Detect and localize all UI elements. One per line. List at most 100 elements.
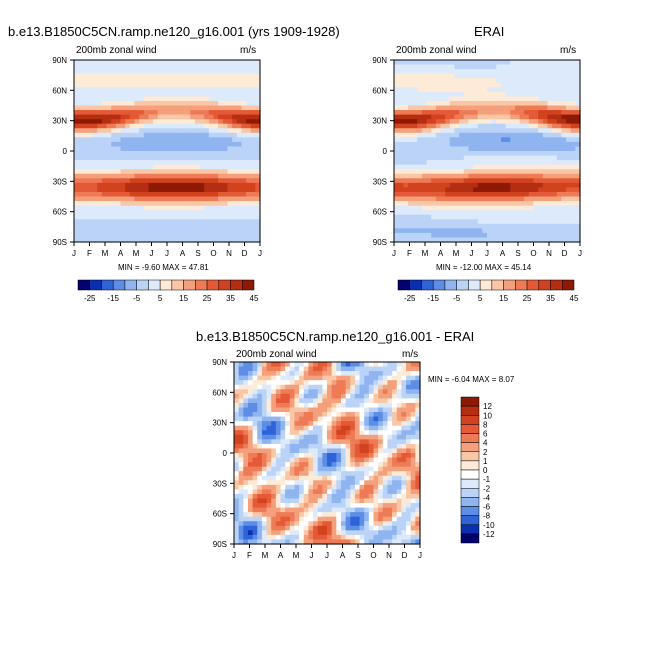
panel2-cell	[514, 187, 521, 193]
panel1-ytick-label: 60S	[53, 208, 67, 217]
panel3-cell	[401, 530, 407, 536]
panel1-cell	[208, 232, 215, 239]
panel2-cell	[459, 96, 465, 102]
panel1-cell	[74, 110, 80, 116]
panel2-cell	[556, 132, 562, 138]
panel2-cell	[468, 123, 474, 129]
panel1-cell	[232, 128, 238, 134]
panel3-cell	[299, 530, 305, 536]
panel3-cell	[327, 448, 333, 454]
panel3-cell	[340, 398, 347, 404]
panel1-cell	[167, 178, 173, 184]
panel2-cell	[533, 146, 539, 152]
panel3-cell	[336, 462, 342, 468]
panel1-cell	[111, 105, 117, 111]
panel1-cell	[232, 219, 238, 225]
panel3-cell	[266, 534, 272, 541]
panel1-cell	[115, 160, 122, 166]
panel3-cell	[401, 466, 407, 472]
panel3-cell	[336, 516, 342, 522]
panel3-cell	[257, 393, 263, 399]
panel1-cell	[139, 219, 145, 225]
panel2-cell	[556, 64, 562, 70]
panel2-cell	[487, 173, 493, 179]
panel2-cell	[566, 187, 572, 193]
panel3-cell	[271, 484, 277, 490]
panel1-cell	[92, 110, 98, 116]
panel1-cell	[204, 91, 210, 97]
panel3-cell	[368, 412, 375, 418]
panel1-cell	[208, 210, 215, 216]
panel2-cell	[407, 228, 414, 234]
panel1-cell	[129, 201, 136, 207]
panel3-xtick-label: J	[232, 551, 236, 560]
panel1-cell	[83, 141, 89, 148]
panel3-cell	[410, 375, 416, 381]
panel3-cell	[257, 489, 263, 495]
panel3-cell	[313, 512, 319, 518]
panel2-cell	[412, 78, 418, 84]
panel3-cell	[336, 539, 342, 545]
panel3-cell	[392, 489, 398, 495]
panel1-cell	[129, 191, 136, 198]
panel3-cell	[340, 416, 347, 422]
panel3-cell	[234, 425, 240, 431]
panel3-cell	[396, 498, 402, 504]
panel3-cell	[387, 389, 393, 395]
panel2-colorbar-swatch	[432, 279, 446, 291]
panel3-cell	[350, 407, 356, 413]
panel1-cell	[190, 119, 196, 125]
panel1-cell	[139, 228, 145, 234]
panel3-cell	[266, 439, 272, 445]
panel1-cell	[208, 228, 215, 234]
panel2-cell	[426, 164, 432, 170]
panel1-cell	[167, 119, 173, 125]
panel3-cell	[382, 484, 389, 490]
panel1-cell	[162, 173, 168, 179]
panel2-cell	[398, 119, 404, 125]
panel3-cell	[354, 366, 361, 372]
panel3-cell	[378, 389, 384, 395]
panel2-cell	[547, 232, 553, 239]
panel1-cell	[97, 96, 103, 102]
panel2-cell	[561, 201, 567, 207]
panel3-cell	[299, 521, 305, 527]
panel3-cell	[289, 443, 296, 450]
panel1-ytick-label: 60N	[52, 86, 67, 95]
panel3-cell	[238, 503, 244, 509]
panel3-cell	[359, 462, 365, 468]
panel3-cell	[252, 412, 258, 418]
panel3-cell	[308, 457, 314, 463]
panel1-cell	[176, 191, 182, 198]
panel3-cell	[294, 484, 300, 490]
panel2-cell	[477, 237, 483, 243]
panel2-cell	[496, 105, 502, 111]
panel2-cell	[394, 155, 400, 161]
panel1-cell	[111, 219, 117, 225]
panel2-cell	[463, 187, 469, 193]
panel2-cell	[514, 182, 521, 188]
panel2-cell	[487, 214, 493, 220]
panel3-cell	[359, 443, 365, 450]
panel3-cell	[317, 448, 323, 454]
panel2-cell	[570, 214, 576, 220]
panel2-cell	[519, 232, 525, 239]
panel3-cell	[373, 421, 379, 427]
panel2-cell	[519, 178, 525, 184]
panel2-cell	[519, 160, 525, 166]
panel2-cell	[417, 219, 423, 225]
panel2-cell	[519, 82, 525, 88]
panel1-cell	[143, 110, 149, 116]
panel3-cell	[406, 402, 412, 409]
panel1-cell	[87, 196, 94, 202]
panel2-cell	[528, 146, 535, 152]
panel3-cell	[401, 371, 407, 377]
panel2-cell	[556, 110, 562, 116]
panel3-cell	[266, 421, 272, 427]
panel1-cell	[232, 114, 238, 120]
panel3-cell	[378, 498, 384, 504]
panel2-cell	[561, 178, 567, 184]
panel3-cell	[243, 534, 249, 541]
panel1-cell	[185, 237, 191, 243]
panel3-cell	[340, 439, 347, 445]
